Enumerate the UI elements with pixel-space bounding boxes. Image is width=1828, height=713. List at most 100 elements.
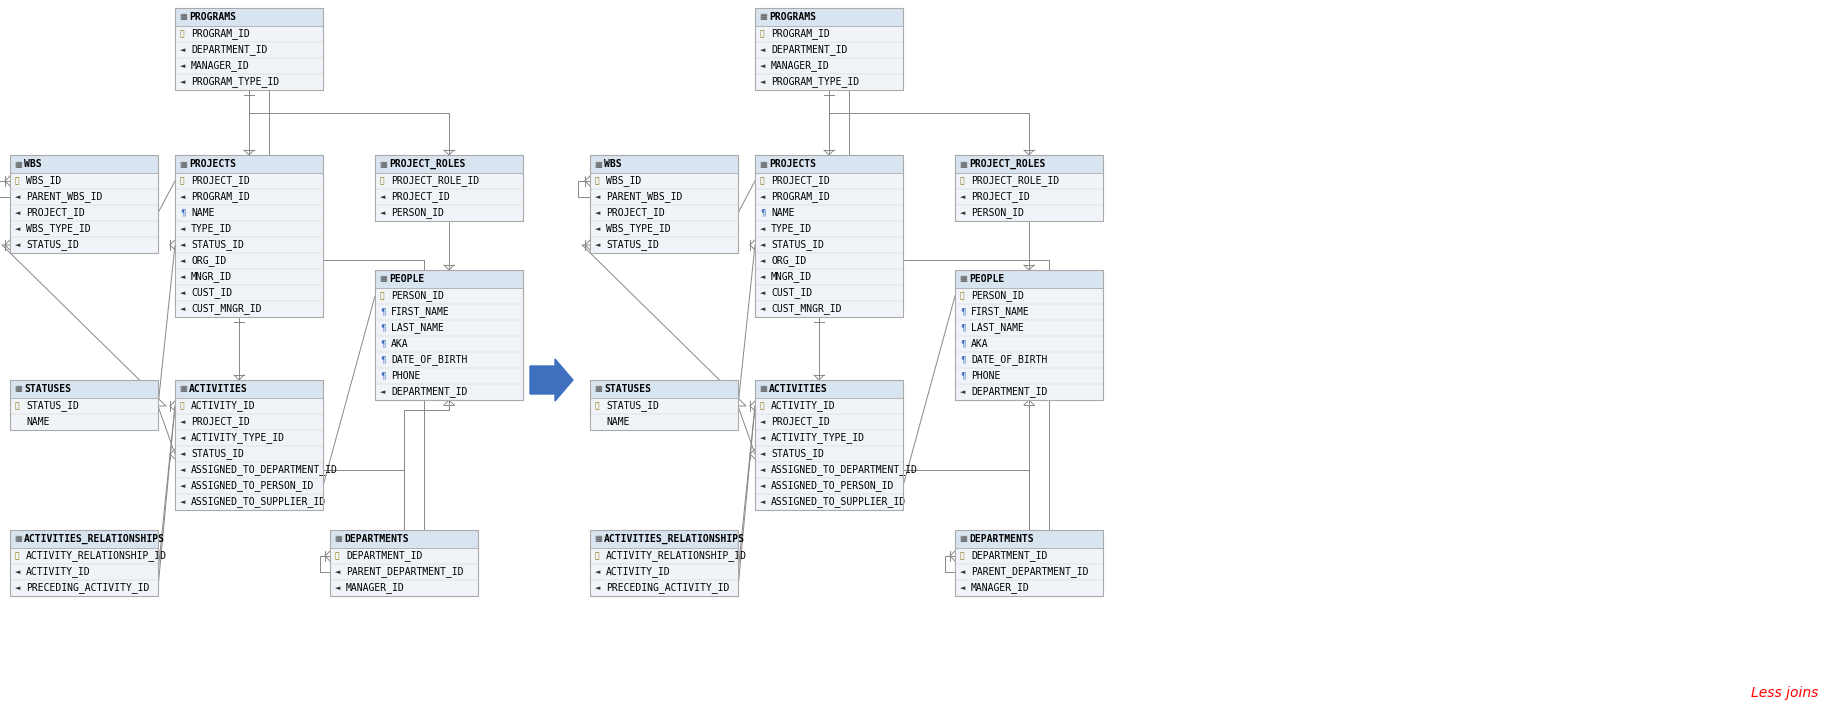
Text: ¶: ¶ [380,307,386,317]
Text: ◄: ◄ [760,483,766,489]
Text: ◄: ◄ [179,306,185,312]
Bar [755,26,903,90]
Text: STATUS_ID: STATUS_ID [190,448,243,459]
Text: ¶: ¶ [960,371,965,381]
Text: ◄: ◄ [15,194,20,200]
Text: DEPARTMENT_ID: DEPARTMENT_ID [771,44,848,56]
Text: ◄: ◄ [380,389,386,395]
Text: DEPARTMENTS: DEPARTMENTS [969,534,1033,544]
Bar [590,530,739,548]
Bar [590,530,739,596]
Text: PROJECT_ROLES: PROJECT_ROLES [389,159,466,169]
Text: MNGR_ID: MNGR_ID [190,272,232,282]
Text: PHONE: PHONE [391,371,420,381]
Text: ◄: ◄ [760,242,766,248]
Text: ▦: ▦ [335,535,342,543]
Text: WBS: WBS [603,159,622,169]
Text: PROGRAM_ID: PROGRAM_ID [771,29,830,39]
Bar [954,173,1102,221]
Bar [954,548,1102,596]
Bar [9,155,157,173]
Bar [375,270,523,400]
Text: ◄: ◄ [594,210,600,216]
Bar [9,380,157,398]
Text: CUST_ID: CUST_ID [771,287,812,299]
Text: CUST_MNGR_ID: CUST_MNGR_ID [771,304,841,314]
Text: ▦: ▦ [594,160,601,168]
Text: PEOPLE: PEOPLE [969,274,1004,284]
Text: ASSIGNED_TO_PERSON_ID: ASSIGNED_TO_PERSON_ID [190,481,314,491]
Text: WBS_ID: WBS_ID [26,175,62,187]
Text: ▦: ▦ [179,13,186,21]
Text: ACTIVITY_TYPE_ID: ACTIVITY_TYPE_ID [190,433,285,443]
Text: PARENT_WBS_ID: PARENT_WBS_ID [607,192,682,202]
Text: ◄: ◄ [760,499,766,505]
Text: 🔑: 🔑 [760,29,764,39]
Text: PERSON_ID: PERSON_ID [971,290,1024,302]
Text: 🔑: 🔑 [594,401,600,411]
Text: ◄: ◄ [179,419,185,425]
Text: ACTIVITY_ID: ACTIVITY_ID [26,567,91,578]
Text: ¶: ¶ [380,339,386,349]
Text: ACTIVITY_RELATIONSHIP_ID: ACTIVITY_RELATIONSHIP_ID [26,550,166,561]
Bar [755,173,903,317]
Text: ▦: ▦ [759,13,768,21]
Text: PARENT_DEPARTMENT_ID: PARENT_DEPARTMENT_ID [345,567,464,578]
Text: ◄: ◄ [760,79,766,85]
Text: STATUS_ID: STATUS_ID [771,448,824,459]
Text: CUST_MNGR_ID: CUST_MNGR_ID [190,304,261,314]
Text: PROJECT_ID: PROJECT_ID [771,416,830,428]
Text: ◄: ◄ [15,569,20,575]
Text: ◄: ◄ [15,585,20,591]
Text: ▦: ▦ [15,535,22,543]
Text: ◄: ◄ [760,63,766,69]
Text: ◄: ◄ [380,210,386,216]
Text: PERSON_ID: PERSON_ID [391,290,444,302]
Bar [175,155,324,173]
Text: ¶: ¶ [960,356,965,364]
Text: FIRST_NAME: FIRST_NAME [391,307,450,317]
Text: ◄: ◄ [179,274,185,280]
Text: ASSIGNED_TO_PERSON_ID: ASSIGNED_TO_PERSON_ID [771,481,894,491]
Text: 🔑: 🔑 [15,177,20,185]
Text: 🔑: 🔑 [380,292,384,300]
Text: ¶: ¶ [960,339,965,349]
Text: PRECEDING_ACTIVITY_ID: PRECEDING_ACTIVITY_ID [607,583,729,593]
Bar [755,155,903,173]
Bar [375,270,523,288]
Text: 🔑: 🔑 [760,401,764,411]
Bar [590,380,739,430]
Text: ◄: ◄ [760,194,766,200]
Text: PROJECT_ID: PROJECT_ID [190,416,250,428]
Text: DEPARTMENTS: DEPARTMENTS [344,534,409,544]
Bar [175,8,324,26]
Text: 🔑: 🔑 [594,551,600,560]
Bar [954,155,1102,221]
Text: STATUS_ID: STATUS_ID [190,240,243,250]
Text: 🔑: 🔑 [760,177,764,185]
Text: ¶: ¶ [380,356,386,364]
Bar [331,548,477,596]
Bar [175,398,324,510]
Text: ◄: ◄ [15,226,20,232]
Text: 🔑: 🔑 [15,401,20,411]
Text: STATUSES: STATUSES [24,384,71,394]
Text: ◄: ◄ [594,242,600,248]
Text: ◄: ◄ [179,47,185,53]
Text: ▦: ▦ [960,160,967,168]
Bar [954,530,1102,596]
Bar [175,380,324,398]
Text: PROJECT_ROLE_ID: PROJECT_ROLE_ID [971,175,1058,187]
Text: PHONE: PHONE [971,371,1000,381]
Text: ◄: ◄ [760,47,766,53]
Text: PROJECTS: PROJECTS [188,159,236,169]
Text: ◄: ◄ [179,483,185,489]
Bar [9,530,157,548]
Text: ¶: ¶ [380,371,386,381]
Text: PERSON_ID: PERSON_ID [391,207,444,218]
Text: ▦: ▦ [179,160,186,168]
Text: PROJECT_ROLES: PROJECT_ROLES [969,159,1046,169]
Bar [590,548,739,596]
Bar [375,173,523,221]
Text: WBS_TYPE_ID: WBS_TYPE_ID [607,224,671,235]
